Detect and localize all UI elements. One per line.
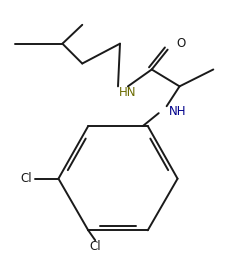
Text: Cl: Cl bbox=[89, 240, 101, 253]
Text: HN: HN bbox=[119, 86, 137, 99]
Text: O: O bbox=[176, 37, 185, 50]
Text: NH: NH bbox=[169, 105, 186, 118]
Text: Cl: Cl bbox=[21, 172, 33, 185]
